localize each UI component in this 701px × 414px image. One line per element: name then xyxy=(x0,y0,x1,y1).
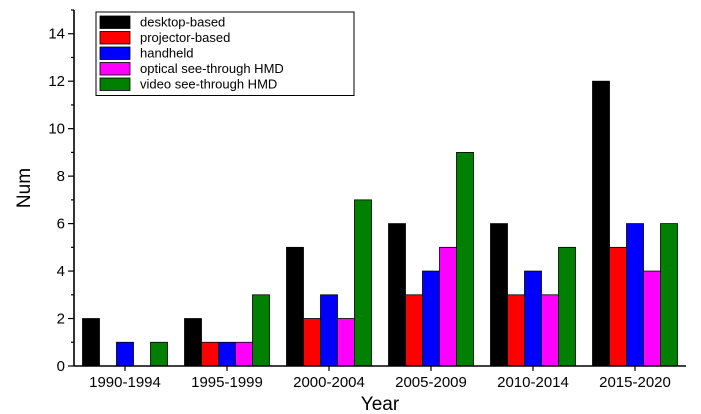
bar-video-see-through-hmd-2015-2020 xyxy=(660,223,678,367)
legend-swatch xyxy=(99,15,131,29)
bar-video-see-through-hmd-1995-1999 xyxy=(252,294,270,367)
bar-projector-based-1995-1999 xyxy=(201,341,219,367)
legend-swatch xyxy=(99,62,131,76)
y-tick-label: 4 xyxy=(57,263,65,280)
x-tick-label: 2005-2009 xyxy=(395,374,467,391)
y-tick-label: 6 xyxy=(57,216,65,233)
y-axis-label: Num xyxy=(14,168,35,208)
legend-label: projector-based xyxy=(140,30,230,45)
bar-handheld-1990-1994 xyxy=(116,341,134,367)
y-tick-label: 10 xyxy=(48,121,65,138)
bar-projector-based-2010-2014 xyxy=(507,294,525,367)
x-axis-label: Year xyxy=(361,394,400,414)
bar-desktop-based-2005-2009 xyxy=(388,223,406,367)
bar-optical-see-through-hmd-2010-2014 xyxy=(541,294,559,367)
y-tick-label: 8 xyxy=(57,168,65,185)
legend-label: handheld xyxy=(140,46,194,61)
bar-desktop-based-2015-2020 xyxy=(592,80,610,367)
bar-projector-based-2015-2020 xyxy=(609,246,627,367)
y-tick-label: 2 xyxy=(57,311,65,328)
bar-optical-see-through-hmd-2015-2020 xyxy=(643,270,661,367)
x-tick-label: 1995-1999 xyxy=(191,374,263,391)
x-tick-label: 2000-2004 xyxy=(293,374,365,391)
bar-video-see-through-hmd-2010-2014 xyxy=(558,246,576,367)
bar-projector-based-2000-2004 xyxy=(303,318,321,367)
bar-handheld-2000-2004 xyxy=(320,294,338,367)
legend-swatch xyxy=(99,46,131,60)
y-tick-label: 0 xyxy=(57,358,65,375)
bar-optical-see-through-hmd-2005-2009 xyxy=(439,246,457,367)
bar-desktop-based-2000-2004 xyxy=(286,246,304,367)
axes-layer: 0 2 4 6 8 10 12 14 1990-1994 1995-1999 2000-2004 20… xyxy=(48,9,686,391)
y-tick-label: 14 xyxy=(48,26,65,43)
bar-handheld-2005-2009 xyxy=(422,270,440,367)
bar-video-see-through-hmd-2000-2004 xyxy=(354,199,372,367)
bar-handheld-2010-2014 xyxy=(524,270,542,367)
bar-desktop-based-1990-1994 xyxy=(82,318,100,367)
legend: desktop-basedprojector-basedhandheldopti… xyxy=(95,11,355,96)
legend-label: optical see-through HMD xyxy=(140,61,284,76)
bar-video-see-through-hmd-2005-2009 xyxy=(456,151,474,367)
bar-handheld-1995-1999 xyxy=(218,341,236,367)
bar-desktop-based-1995-1999 xyxy=(184,318,202,367)
x-tick-label: 2015-2020 xyxy=(599,374,671,391)
bar-video-see-through-hmd-1990-1994 xyxy=(150,341,168,367)
bar-desktop-based-2010-2014 xyxy=(490,223,508,367)
legend-swatch xyxy=(99,77,131,91)
legend-label: desktop-based xyxy=(140,15,225,30)
bar-optical-see-through-hmd-1995-1999 xyxy=(235,341,253,367)
legend-label: video see-through HMD xyxy=(140,77,277,92)
bar-handheld-2015-2020 xyxy=(626,223,644,367)
legend-box xyxy=(95,11,355,96)
bar-optical-see-through-hmd-2000-2004 xyxy=(337,318,355,367)
bar-projector-based-2005-2009 xyxy=(405,294,423,367)
x-tick-label: 1990-1994 xyxy=(89,374,161,391)
legend-swatch xyxy=(99,31,131,45)
y-tick-label: 12 xyxy=(48,73,65,90)
x-tick-label: 2010-2014 xyxy=(497,374,569,391)
bars-layer xyxy=(82,80,678,367)
